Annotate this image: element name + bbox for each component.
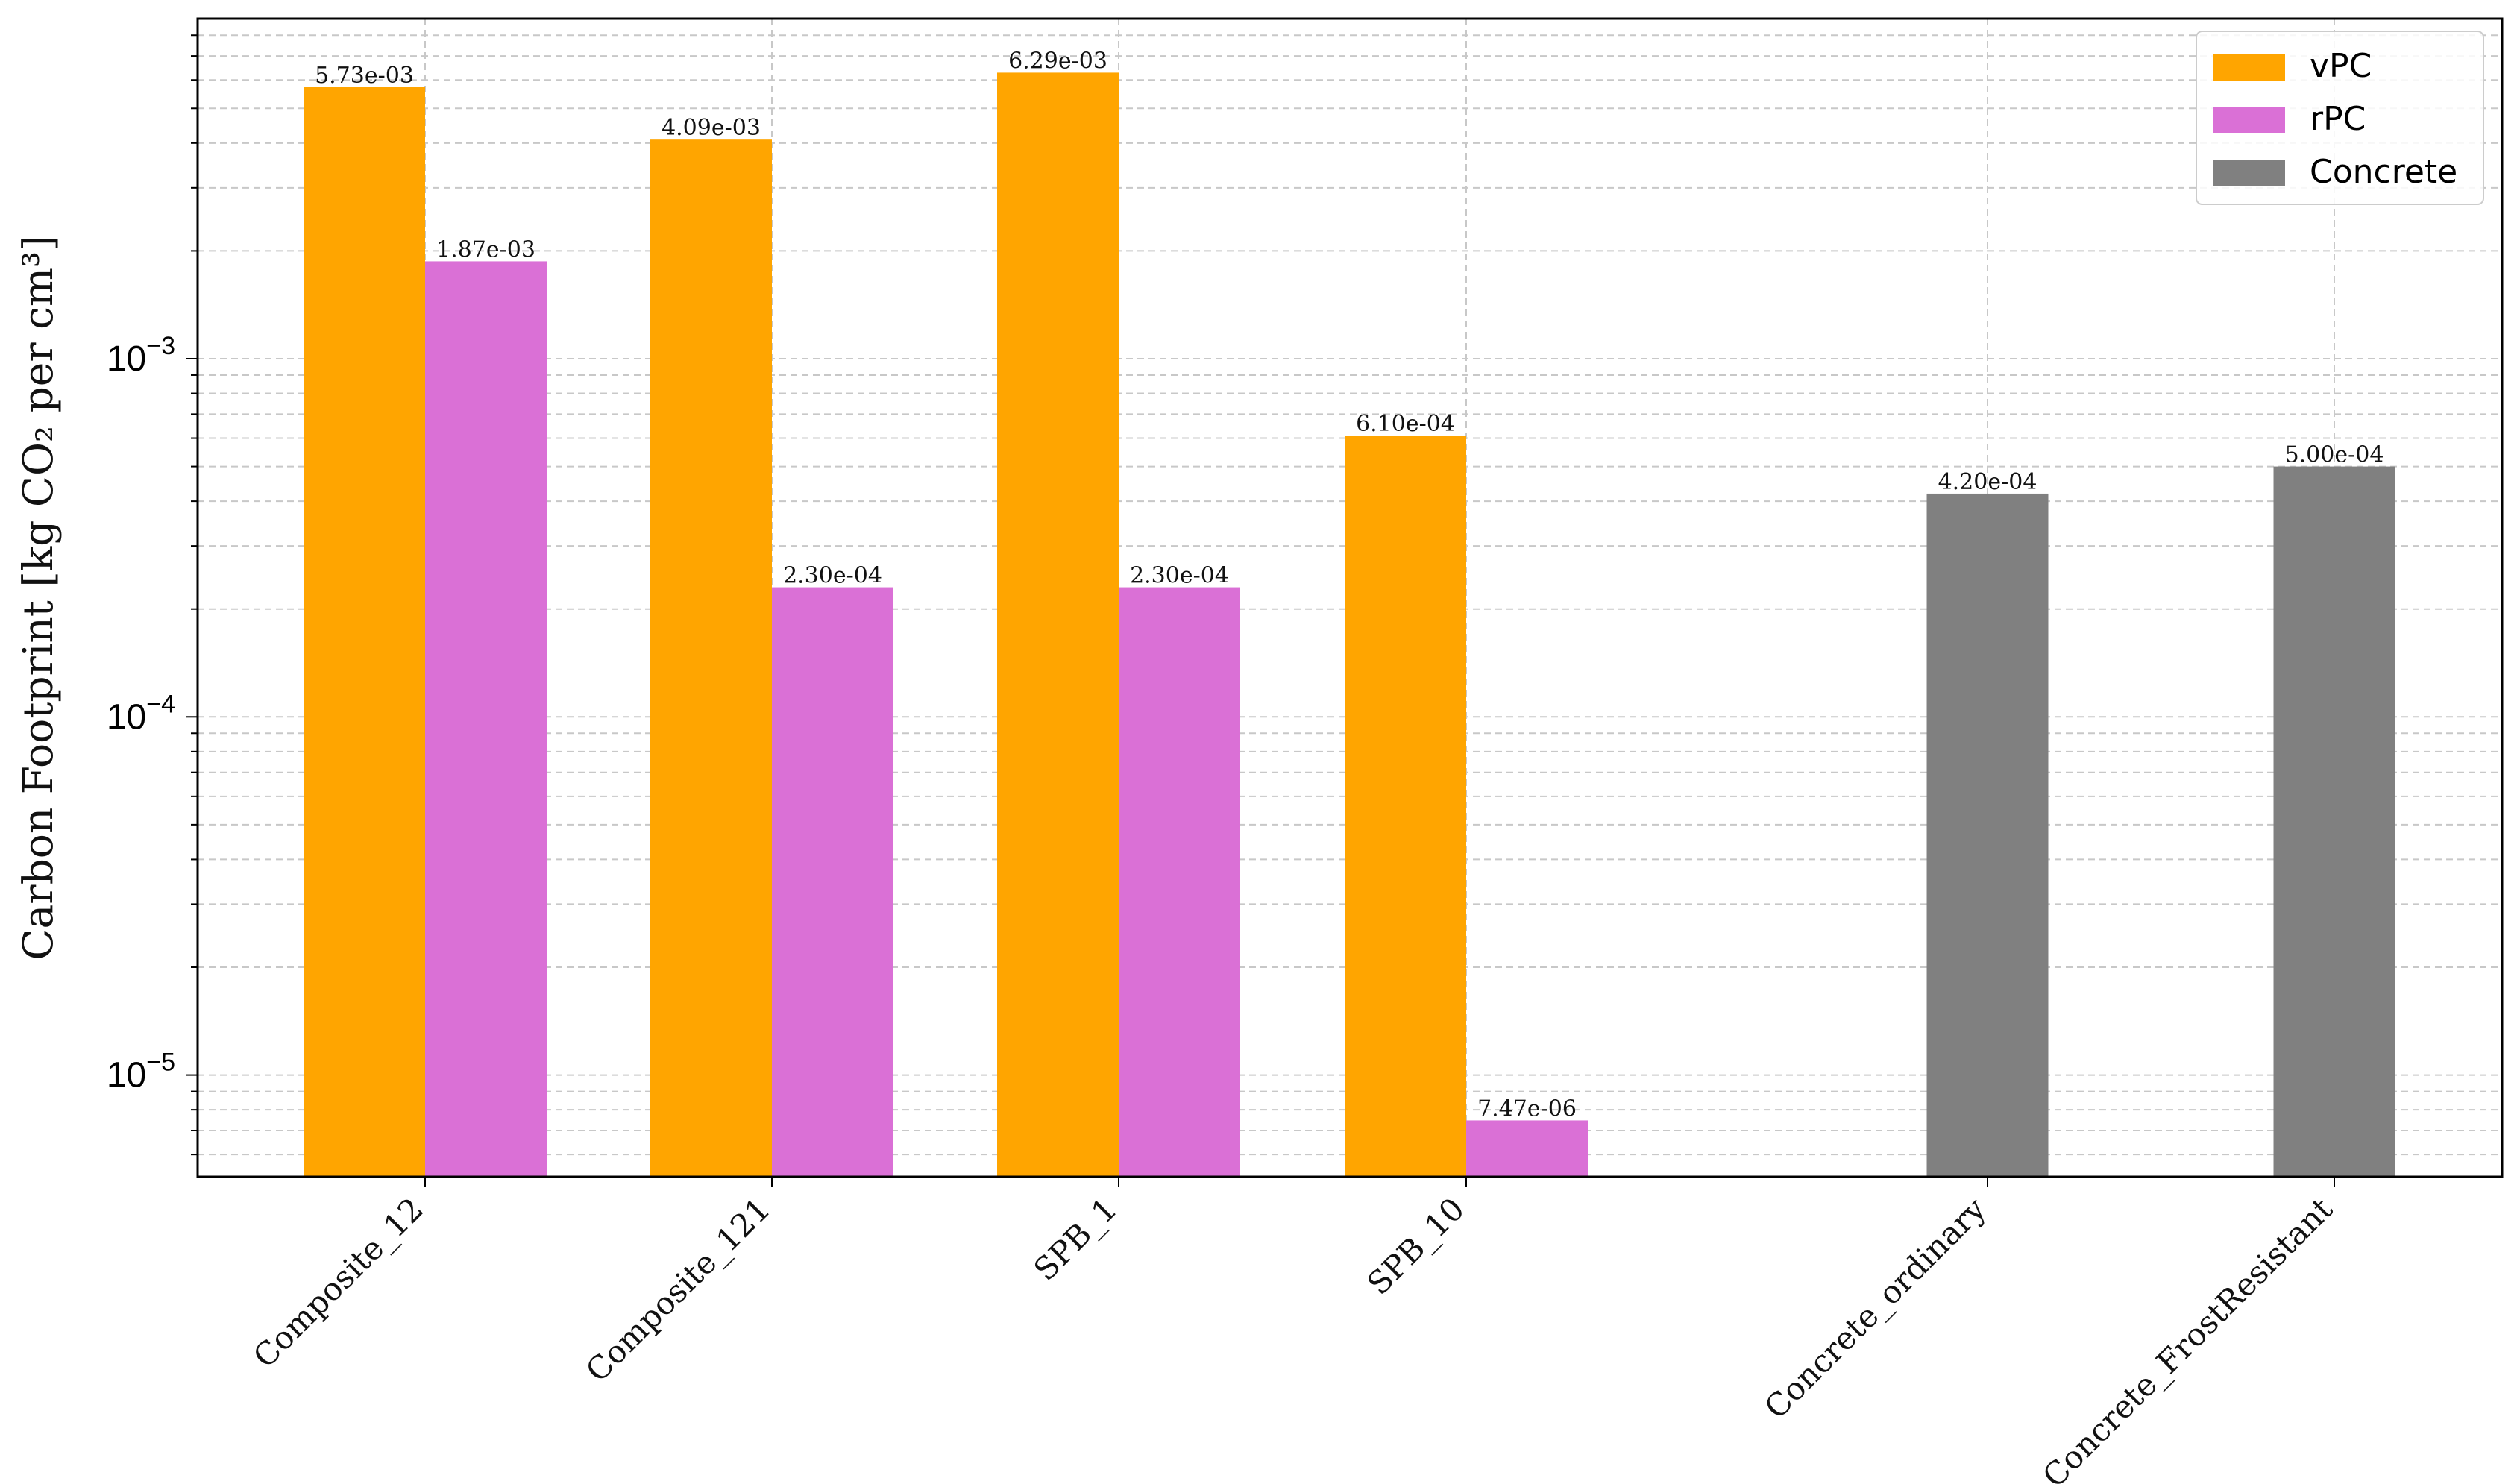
bar-value-label: 6.29e-03 — [1008, 48, 1107, 74]
y-tick-label: 10−5 — [107, 1048, 175, 1095]
bar-vpc-composite_12 — [304, 87, 425, 1178]
bar-rpc-spb_1 — [1119, 587, 1240, 1177]
plot-frame — [196, 17, 2504, 1178]
bar-value-label: 2.30e-04 — [1130, 563, 1229, 589]
bar-value-label: 5.73e-03 — [315, 63, 414, 89]
bar-rpc-composite_121 — [772, 587, 893, 1177]
legend: vPC rPC Concrete — [2196, 31, 2484, 205]
bar-value-label: 7.47e-06 — [1477, 1095, 1577, 1122]
bars — [304, 72, 2395, 1178]
bar-vpc-spb_1 — [997, 72, 1119, 1178]
bar-vpc-spb_10 — [1345, 436, 1466, 1177]
legend-label-rpc: rPC — [2310, 100, 2366, 138]
bar-rpc-spb_10 — [1466, 1120, 1588, 1177]
legend-swatch-rpc — [2213, 107, 2285, 133]
bar-vpc-composite_121 — [650, 139, 772, 1178]
bar-concrete-concrete_ordinary — [1926, 493, 2049, 1177]
bar-value-label: 6.10e-04 — [1356, 411, 1455, 437]
bar-concrete-concrete_frostresistant — [2273, 466, 2395, 1177]
bar-value-labels: 5.73e-03 1.87e-03 4.09e-03 2.30e-04 6.29e-03… — [315, 48, 2384, 1122]
y-axis-label: Carbon Footprint [kg CO₂ per cm³] — [14, 235, 62, 960]
bar-value-label: 2.30e-04 — [783, 563, 882, 589]
bar-rpc-composite_12 — [425, 261, 547, 1177]
legend-swatch-vpc — [2213, 54, 2285, 81]
bar-value-label: 5.00e-04 — [2285, 442, 2384, 468]
bar-value-label: 4.09e-03 — [662, 115, 761, 141]
y-tick-label: 10−3 — [107, 332, 175, 379]
y-tick-label: 10−4 — [107, 690, 175, 737]
bar-value-label: 1.87e-03 — [436, 236, 535, 262]
bar-value-label: 4.20e-04 — [1938, 469, 2037, 495]
legend-label-concrete: Concrete — [2310, 153, 2457, 191]
legend-swatch-concrete — [2213, 160, 2285, 186]
legend-label-vpc: vPC — [2310, 47, 2372, 85]
